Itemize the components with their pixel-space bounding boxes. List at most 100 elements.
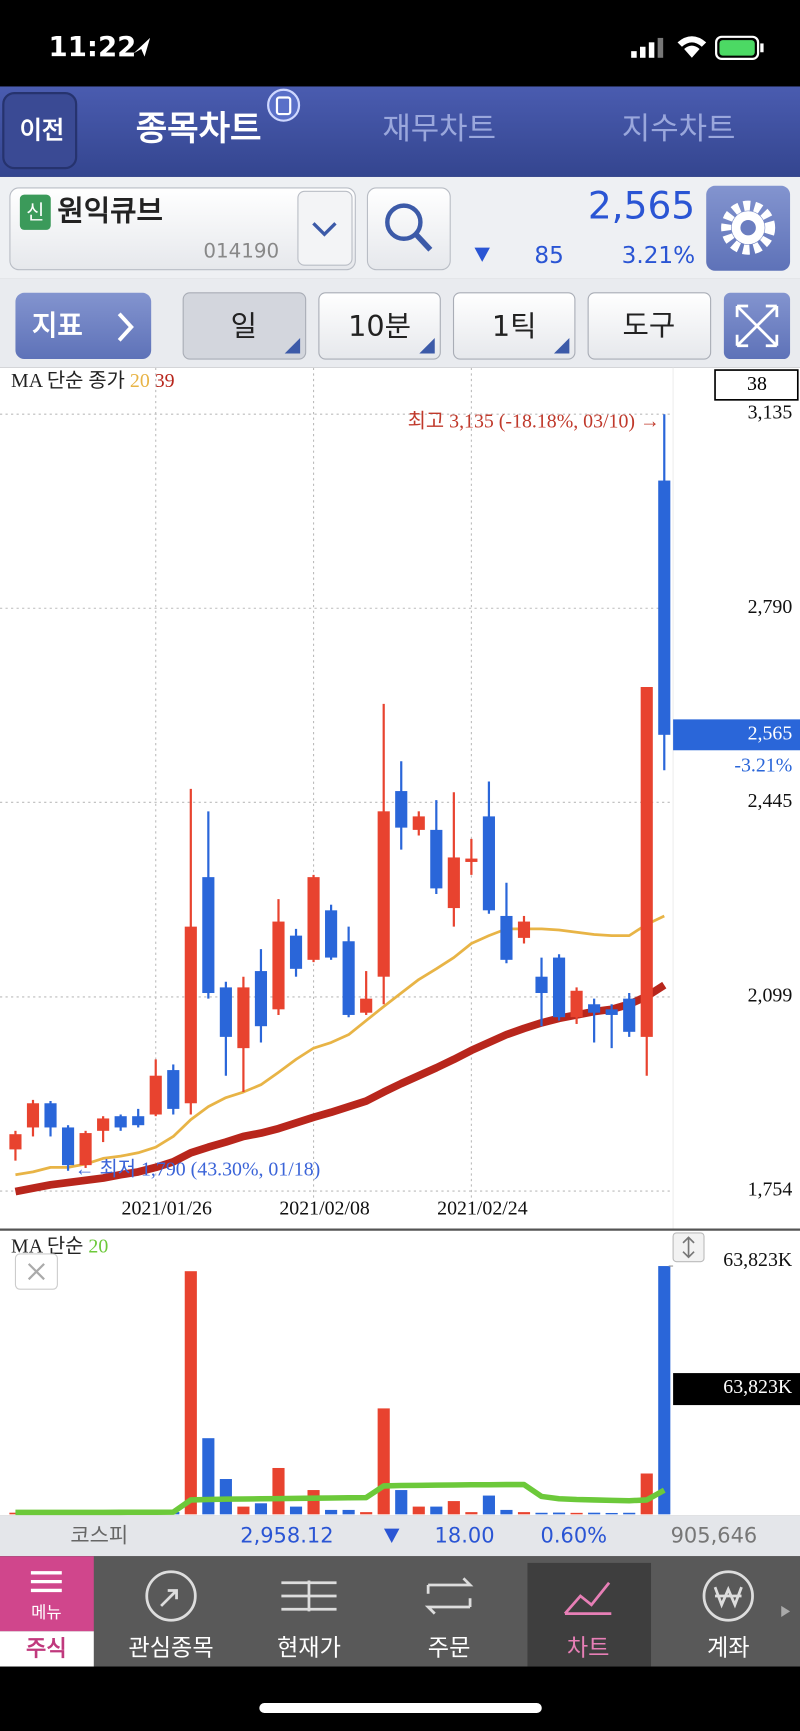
close-icon xyxy=(27,1263,45,1281)
battery-level xyxy=(719,40,755,56)
nav-label[interactable]: 주문 xyxy=(428,1634,471,1661)
candle-body xyxy=(97,1118,110,1131)
low-annotation: ← 최저 1,790 (43.30%, 01/18) xyxy=(75,1158,321,1180)
volume-bar xyxy=(500,1509,513,1515)
y-tick-label: 2,099 xyxy=(748,985,793,1007)
candle-body xyxy=(254,971,268,1027)
stock-selector[interactable] xyxy=(9,187,356,271)
candle-body xyxy=(360,998,373,1013)
index-value: 2,958.12 xyxy=(240,1523,333,1547)
volume-bar xyxy=(325,1509,338,1515)
nav-label[interactable]: 차트 xyxy=(567,1634,610,1661)
stock-badge xyxy=(19,194,51,230)
high-annotation: 최고 3,135 (-18.18%, 03/10) → xyxy=(408,411,660,433)
nav-label[interactable]: 관심종목 xyxy=(128,1634,213,1661)
x-tick-label: 2021/02/08 xyxy=(279,1197,370,1219)
menu-button[interactable] xyxy=(0,1556,94,1632)
candle-body xyxy=(377,811,390,977)
candle-body xyxy=(61,1127,75,1166)
search-icon xyxy=(385,203,423,241)
last-price-label: 2,565 xyxy=(748,722,793,744)
volume-bar xyxy=(254,1503,268,1515)
candle-body xyxy=(272,921,285,1010)
candle-body xyxy=(184,926,197,1104)
tab-active[interactable]: 종목차트 xyxy=(136,109,262,149)
candle-body xyxy=(342,941,355,1015)
candle-body xyxy=(202,877,215,994)
volume-bar xyxy=(272,1467,285,1515)
volume-bar xyxy=(430,1506,443,1515)
volume-bar xyxy=(658,1266,671,1515)
minute-button[interactable] xyxy=(318,292,441,360)
candle-body xyxy=(219,987,232,1037)
nav-label[interactable]: 현재가 xyxy=(277,1634,341,1661)
index-percent: 0.60% xyxy=(541,1523,608,1547)
back-label[interactable]: 이전 xyxy=(20,116,65,145)
tick-corner xyxy=(553,338,570,354)
volume-bar xyxy=(605,1512,618,1515)
tab-bar xyxy=(0,86,800,177)
candle-body xyxy=(605,1009,618,1015)
tick-label[interactable]: 1틱 xyxy=(492,309,537,343)
volume-bar xyxy=(465,1512,478,1515)
candle-body xyxy=(482,816,495,911)
candle-body xyxy=(640,687,653,1037)
candle-body xyxy=(570,990,583,1018)
candle-body xyxy=(307,877,320,960)
candle-body xyxy=(552,957,566,1018)
resize-icon xyxy=(682,1236,695,1259)
volume-bar xyxy=(640,1473,653,1515)
stock-code: 014190 xyxy=(203,239,279,262)
candle-body xyxy=(9,1134,22,1150)
index-change: 18.00 xyxy=(435,1523,495,1547)
stock-name[interactable]: 원익큐브 xyxy=(57,193,163,227)
minute-label[interactable]: 10분 xyxy=(348,309,411,343)
period-label[interactable]: 일 xyxy=(231,309,257,343)
section-tab[interactable] xyxy=(0,1631,94,1667)
candle-body xyxy=(114,1116,127,1128)
stock-dropdown[interactable] xyxy=(297,190,353,266)
tab[interactable]: 재무차트 xyxy=(382,111,496,147)
price-percent: 3.21% xyxy=(622,242,696,269)
stock-badge-label: 신 xyxy=(26,201,44,224)
section-label[interactable]: 주식 xyxy=(26,1637,67,1662)
candle-body xyxy=(447,857,460,909)
nav-icons xyxy=(145,1570,754,1622)
home-indicator xyxy=(259,1703,542,1713)
candle-body xyxy=(535,976,548,994)
volume-bar xyxy=(307,1490,320,1515)
volume-bar xyxy=(377,1408,390,1515)
menu-label[interactable]: 메뉴 xyxy=(31,1603,61,1622)
nav-label[interactable]: 계좌 xyxy=(707,1634,750,1661)
volume-bar xyxy=(552,1512,566,1515)
last-change-label: -3.21% xyxy=(734,754,792,776)
last-price-box xyxy=(673,719,800,751)
index-down xyxy=(384,1528,400,1544)
indicator-button[interactable] xyxy=(15,292,152,360)
back-button[interactable] xyxy=(2,91,78,170)
index-bar xyxy=(0,1515,800,1557)
volume-bar xyxy=(623,1512,636,1515)
info-box-value: 38 xyxy=(747,373,767,395)
volume-bar xyxy=(517,1512,531,1515)
indicator-chevron xyxy=(117,312,134,342)
legend-label: MA 단순 종가 xyxy=(11,370,125,392)
search-button[interactable] xyxy=(366,187,451,271)
wifi-icon xyxy=(677,36,707,58)
volume-bar xyxy=(570,1512,583,1515)
y-tick-label: 1,754 xyxy=(748,1179,793,1201)
menu-icon xyxy=(30,1571,62,1593)
period-button[interactable] xyxy=(182,292,307,360)
volume-bar xyxy=(237,1506,250,1515)
tools-button[interactable] xyxy=(587,292,712,360)
candle-body xyxy=(658,480,671,735)
tools-label[interactable]: 도구 xyxy=(622,308,675,342)
tab[interactable]: 지수차트 xyxy=(622,111,736,147)
indicator-label[interactable]: 지표 xyxy=(32,309,83,342)
volume-bar xyxy=(395,1490,408,1515)
dropdown-chevron xyxy=(312,222,337,237)
candle-body xyxy=(412,816,425,830)
tick-button[interactable] xyxy=(452,292,576,360)
